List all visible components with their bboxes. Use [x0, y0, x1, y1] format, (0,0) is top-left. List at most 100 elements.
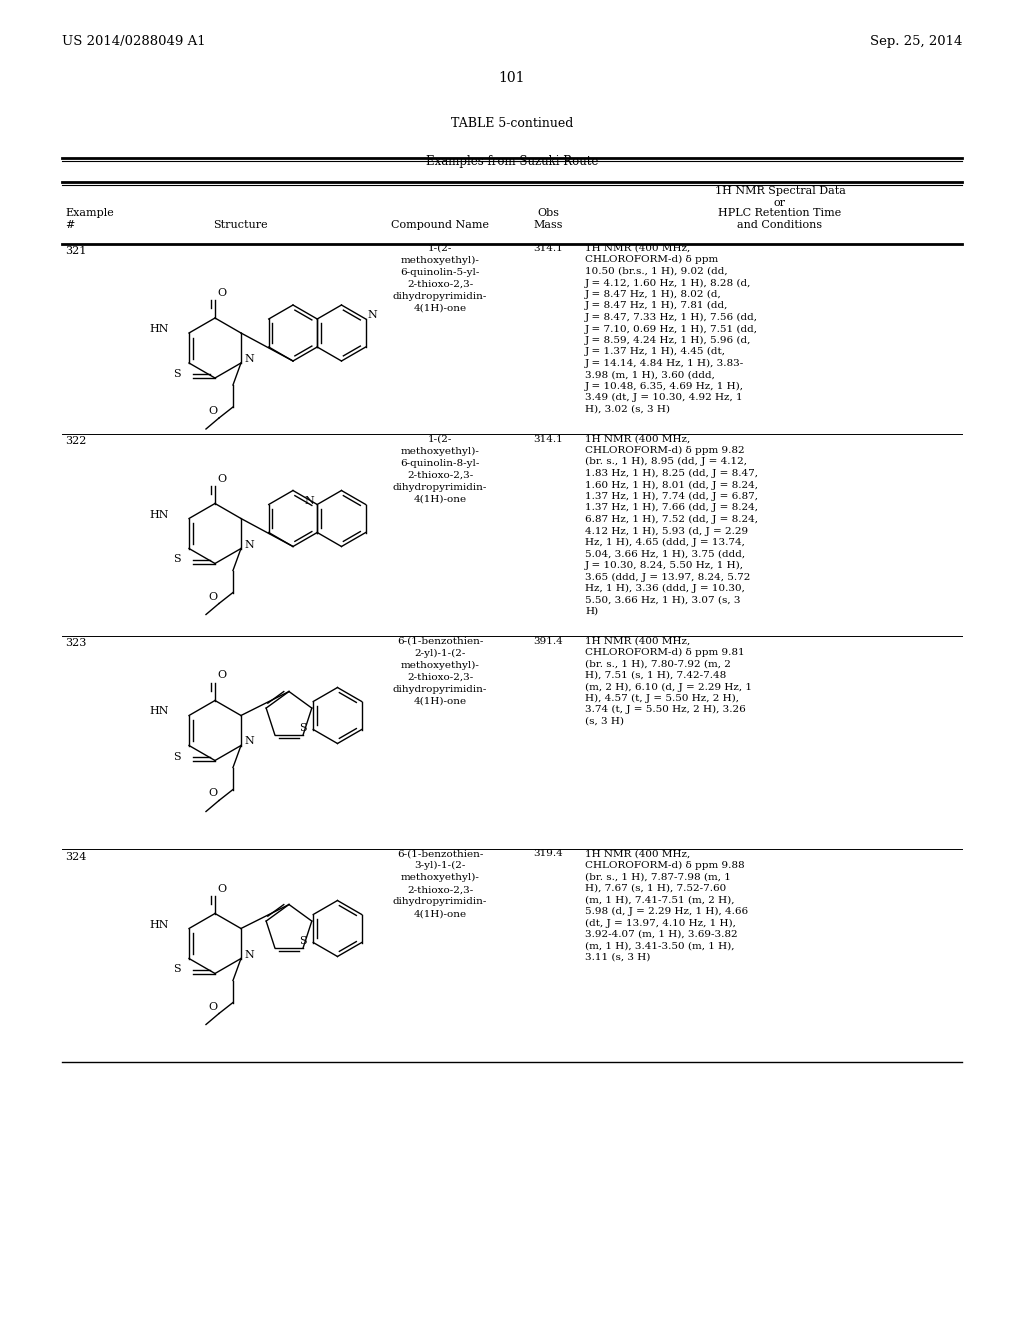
Text: 319.4: 319.4	[534, 850, 563, 858]
Text: US 2014/0288049 A1: US 2014/0288049 A1	[62, 36, 206, 48]
Text: 5.98 (d, J = 2.29 Hz, 1 H), 4.66: 5.98 (d, J = 2.29 Hz, 1 H), 4.66	[585, 907, 749, 916]
Text: H): H)	[585, 607, 598, 616]
Text: 4(1H)-one: 4(1H)-one	[414, 495, 467, 503]
Text: 6.87 Hz, 1 H), 7.52 (dd, J = 8.24,: 6.87 Hz, 1 H), 7.52 (dd, J = 8.24,	[585, 515, 758, 524]
Text: J = 4.12, 1.60 Hz, 1 H), 8.28 (d,: J = 4.12, 1.60 Hz, 1 H), 8.28 (d,	[585, 279, 752, 288]
Text: O: O	[217, 671, 226, 681]
Text: O: O	[217, 883, 226, 894]
Text: 3-yl)-1-(2-: 3-yl)-1-(2-	[415, 862, 466, 870]
Text: 10.50 (br.s., 1 H), 9.02 (dd,: 10.50 (br.s., 1 H), 9.02 (dd,	[585, 267, 728, 276]
Text: 3.98 (m, 1 H), 3.60 (ddd,: 3.98 (m, 1 H), 3.60 (ddd,	[585, 371, 715, 380]
Text: N: N	[368, 310, 378, 319]
Text: 2-thioxo-2,3-: 2-thioxo-2,3-	[407, 886, 473, 895]
Text: 1.37 Hz, 1 H), 7.66 (dd, J = 8.24,: 1.37 Hz, 1 H), 7.66 (dd, J = 8.24,	[585, 503, 758, 512]
Text: (m, 1 H), 7.41-7.51 (m, 2 H),: (m, 1 H), 7.41-7.51 (m, 2 H),	[585, 895, 734, 904]
Text: methoxyethyl)-: methoxyethyl)-	[400, 256, 479, 265]
Text: 4(1H)-one: 4(1H)-one	[414, 304, 467, 313]
Text: 2-yl)-1-(2-: 2-yl)-1-(2-	[415, 648, 466, 657]
Text: 3.92-4.07 (m, 1 H), 3.69-3.82: 3.92-4.07 (m, 1 H), 3.69-3.82	[585, 931, 737, 939]
Text: 2-thioxo-2,3-: 2-thioxo-2,3-	[407, 280, 473, 289]
Text: 4(1H)-one: 4(1H)-one	[414, 909, 467, 919]
Text: 1H NMR (400 MHz,: 1H NMR (400 MHz,	[585, 850, 690, 858]
Text: 323: 323	[65, 639, 86, 648]
Text: Example: Example	[65, 209, 114, 218]
Text: (s, 3 H): (s, 3 H)	[585, 717, 624, 726]
Text: O: O	[209, 591, 217, 602]
Text: S: S	[173, 370, 181, 379]
Text: Examples from Suzuki Route: Examples from Suzuki Route	[426, 154, 598, 168]
Text: 4.12 Hz, 1 H), 5.93 (d, J = 2.29: 4.12 Hz, 1 H), 5.93 (d, J = 2.29	[585, 527, 749, 536]
Text: 6-(1-benzothien-: 6-(1-benzothien-	[397, 636, 483, 645]
Text: 1-(2-: 1-(2-	[428, 244, 453, 253]
Text: (br. s., 1 H), 8.95 (dd, J = 4.12,: (br. s., 1 H), 8.95 (dd, J = 4.12,	[585, 457, 746, 466]
Text: HN: HN	[150, 323, 169, 334]
Text: HN: HN	[150, 510, 169, 520]
Text: O: O	[217, 474, 226, 483]
Text: J = 8.47, 7.33 Hz, 1 H), 7.56 (dd,: J = 8.47, 7.33 Hz, 1 H), 7.56 (dd,	[585, 313, 758, 322]
Text: J = 10.30, 8.24, 5.50 Hz, 1 H),: J = 10.30, 8.24, 5.50 Hz, 1 H),	[585, 561, 744, 570]
Text: dihydropyrimidin-: dihydropyrimidin-	[393, 483, 487, 491]
Text: Mass: Mass	[534, 220, 563, 230]
Text: 101: 101	[499, 71, 525, 84]
Text: H), 7.67 (s, 1 H), 7.52-7.60: H), 7.67 (s, 1 H), 7.52-7.60	[585, 884, 726, 894]
Text: 4(1H)-one: 4(1H)-one	[414, 697, 467, 705]
Text: N: N	[304, 495, 314, 506]
Text: (dt, J = 13.97, 4.10 Hz, 1 H),: (dt, J = 13.97, 4.10 Hz, 1 H),	[585, 919, 736, 928]
Text: 1-(2-: 1-(2-	[428, 434, 453, 444]
Text: 1.37 Hz, 1 H), 7.74 (dd, J = 6.87,: 1.37 Hz, 1 H), 7.74 (dd, J = 6.87,	[585, 492, 758, 502]
Text: 1H NMR (400 MHz,: 1H NMR (400 MHz,	[585, 244, 690, 253]
Text: J = 8.47 Hz, 1 H), 8.02 (d,: J = 8.47 Hz, 1 H), 8.02 (d,	[585, 290, 722, 300]
Text: 5.04, 3.66 Hz, 1 H), 3.75 (ddd,: 5.04, 3.66 Hz, 1 H), 3.75 (ddd,	[585, 549, 745, 558]
Text: methoxyethyl)-: methoxyethyl)-	[400, 446, 479, 455]
Text: (br. s., 1 H), 7.87-7.98 (m, 1: (br. s., 1 H), 7.87-7.98 (m, 1	[585, 873, 731, 882]
Text: Sep. 25, 2014: Sep. 25, 2014	[869, 36, 962, 48]
Text: dihydropyrimidin-: dihydropyrimidin-	[393, 685, 487, 693]
Text: (m, 2 H), 6.10 (d, J = 2.29 Hz, 1: (m, 2 H), 6.10 (d, J = 2.29 Hz, 1	[585, 682, 752, 692]
Text: H), 4.57 (t, J = 5.50 Hz, 2 H),: H), 4.57 (t, J = 5.50 Hz, 2 H),	[585, 694, 739, 704]
Text: 2-thioxo-2,3-: 2-thioxo-2,3-	[407, 470, 473, 479]
Text: N: N	[244, 540, 254, 549]
Text: 1H NMR (400 MHz,: 1H NMR (400 MHz,	[585, 636, 690, 645]
Text: S: S	[173, 554, 181, 565]
Text: N: N	[244, 949, 254, 960]
Text: S: S	[173, 751, 181, 762]
Text: #: #	[65, 220, 75, 230]
Text: 6-quinolin-8-yl-: 6-quinolin-8-yl-	[400, 458, 479, 467]
Text: CHLOROFORM-d) δ ppm: CHLOROFORM-d) δ ppm	[585, 255, 718, 264]
Text: (br. s., 1 H), 7.80-7.92 (m, 2: (br. s., 1 H), 7.80-7.92 (m, 2	[585, 660, 731, 668]
Text: J = 7.10, 0.69 Hz, 1 H), 7.51 (dd,: J = 7.10, 0.69 Hz, 1 H), 7.51 (dd,	[585, 325, 758, 334]
Text: 321: 321	[65, 246, 86, 256]
Text: H), 3.02 (s, 3 H): H), 3.02 (s, 3 H)	[585, 405, 670, 414]
Text: 5.50, 3.66 Hz, 1 H), 3.07 (s, 3: 5.50, 3.66 Hz, 1 H), 3.07 (s, 3	[585, 595, 740, 605]
Text: 6-quinolin-5-yl-: 6-quinolin-5-yl-	[400, 268, 479, 277]
Text: J = 8.47 Hz, 1 H), 7.81 (dd,: J = 8.47 Hz, 1 H), 7.81 (dd,	[585, 301, 728, 310]
Text: dihydropyrimidin-: dihydropyrimidin-	[393, 292, 487, 301]
Text: methoxyethyl)-: methoxyethyl)-	[400, 874, 479, 883]
Text: Obs: Obs	[537, 209, 559, 218]
Text: Structure: Structure	[213, 220, 267, 230]
Text: methoxyethyl)-: methoxyethyl)-	[400, 660, 479, 669]
Text: Hz, 1 H), 4.65 (ddd, J = 13.74,: Hz, 1 H), 4.65 (ddd, J = 13.74,	[585, 537, 744, 546]
Text: 1H NMR Spectral Data: 1H NMR Spectral Data	[715, 186, 846, 195]
Text: HN: HN	[150, 706, 169, 717]
Text: O: O	[217, 288, 226, 298]
Text: 1.83 Hz, 1 H), 8.25 (dd, J = 8.47,: 1.83 Hz, 1 H), 8.25 (dd, J = 8.47,	[585, 469, 758, 478]
Text: 391.4: 391.4	[534, 636, 563, 645]
Text: H), 7.51 (s, 1 H), 7.42-7.48: H), 7.51 (s, 1 H), 7.42-7.48	[585, 671, 726, 680]
Text: S: S	[299, 936, 307, 946]
Text: 314.1: 314.1	[534, 434, 563, 444]
Text: dihydropyrimidin-: dihydropyrimidin-	[393, 898, 487, 907]
Text: 3.74 (t, J = 5.50 Hz, 2 H), 3.26: 3.74 (t, J = 5.50 Hz, 2 H), 3.26	[585, 705, 745, 714]
Text: CHLOROFORM-d) δ ppm 9.88: CHLOROFORM-d) δ ppm 9.88	[585, 861, 744, 870]
Text: TABLE 5-continued: TABLE 5-continued	[451, 117, 573, 129]
Text: J = 14.14, 4.84 Hz, 1 H), 3.83-: J = 14.14, 4.84 Hz, 1 H), 3.83-	[585, 359, 744, 368]
Text: 3.11 (s, 3 H): 3.11 (s, 3 H)	[585, 953, 650, 962]
Text: Hz, 1 H), 3.36 (ddd, J = 10.30,: Hz, 1 H), 3.36 (ddd, J = 10.30,	[585, 583, 744, 593]
Text: O: O	[209, 407, 217, 416]
Text: 3.65 (ddd, J = 13.97, 8.24, 5.72: 3.65 (ddd, J = 13.97, 8.24, 5.72	[585, 573, 751, 582]
Text: 322: 322	[65, 437, 86, 446]
Text: 324: 324	[65, 851, 86, 862]
Text: 1H NMR (400 MHz,: 1H NMR (400 MHz,	[585, 434, 690, 444]
Text: N: N	[244, 354, 254, 364]
Text: J = 10.48, 6.35, 4.69 Hz, 1 H),: J = 10.48, 6.35, 4.69 Hz, 1 H),	[585, 381, 744, 391]
